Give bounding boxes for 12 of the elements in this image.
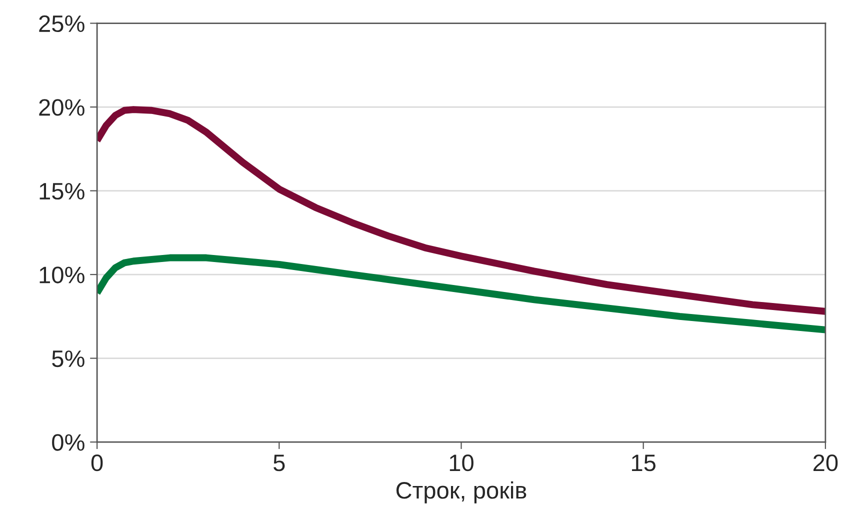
y-tick-label: 20%	[39, 99, 84, 116]
x-axis-title: Строк, років	[396, 481, 526, 504]
x-tick-label: 0	[91, 454, 103, 472]
y-tick-label: 25%	[39, 15, 84, 32]
x-tick-label: 15	[632, 454, 656, 472]
x-tick-label: 5	[274, 454, 285, 472]
y-tick-label: 0%	[52, 434, 84, 451]
y-tick-label: 5%	[52, 350, 84, 368]
y-tick-label: 10%	[40, 266, 84, 284]
y-tick-label: 15%	[40, 182, 84, 200]
x-tick-label: 20	[813, 454, 838, 472]
x-tick-label: 10	[450, 454, 474, 472]
